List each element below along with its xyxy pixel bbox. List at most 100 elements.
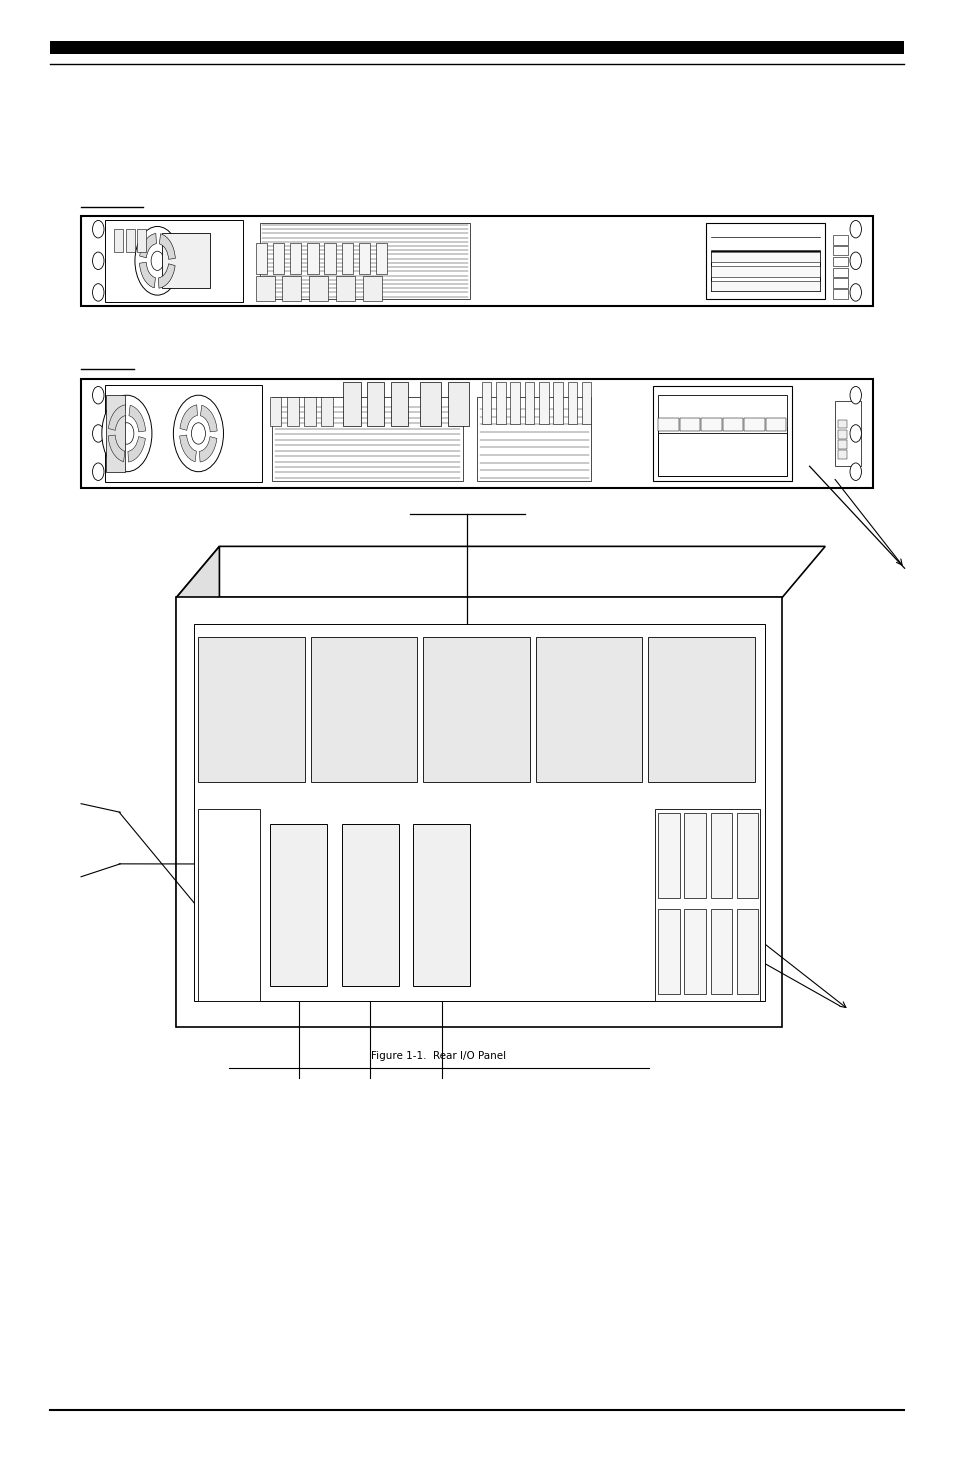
Bar — [106, 395, 125, 472]
Circle shape — [92, 425, 104, 443]
Bar — [653, 386, 791, 481]
Circle shape — [192, 423, 205, 444]
Bar — [683, 813, 705, 898]
Bar — [710, 252, 820, 262]
Bar — [710, 813, 732, 898]
Bar — [496, 382, 505, 424]
Bar — [710, 251, 820, 291]
Circle shape — [92, 284, 104, 302]
Circle shape — [92, 463, 104, 481]
Bar — [553, 382, 562, 424]
Bar — [311, 637, 417, 782]
Bar — [391, 382, 408, 425]
Bar — [282, 277, 301, 302]
Wedge shape — [158, 264, 175, 288]
Bar — [832, 256, 847, 267]
Bar — [710, 909, 732, 994]
Circle shape — [92, 220, 104, 237]
Wedge shape — [179, 436, 196, 462]
Circle shape — [849, 463, 861, 481]
Circle shape — [849, 425, 861, 443]
Bar — [683, 909, 705, 994]
Bar — [535, 637, 641, 782]
Circle shape — [120, 423, 133, 444]
Bar — [832, 246, 847, 255]
Circle shape — [210, 922, 249, 983]
Bar — [837, 420, 846, 428]
Bar — [679, 418, 700, 431]
Bar — [81, 216, 872, 306]
Bar — [272, 398, 462, 481]
Bar — [658, 418, 679, 431]
Circle shape — [102, 395, 152, 472]
Bar — [700, 418, 721, 431]
Circle shape — [92, 252, 104, 270]
Bar — [304, 396, 315, 425]
Circle shape — [849, 220, 861, 237]
Bar — [81, 379, 872, 488]
Bar — [105, 385, 262, 482]
Bar — [832, 268, 847, 277]
Circle shape — [849, 284, 861, 302]
Polygon shape — [176, 546, 824, 597]
Circle shape — [849, 386, 861, 404]
Bar — [198, 637, 305, 782]
Bar — [837, 430, 846, 439]
Bar — [832, 288, 847, 299]
Bar — [105, 220, 243, 302]
Bar — [341, 825, 398, 985]
Bar — [832, 235, 847, 245]
Polygon shape — [176, 546, 219, 1027]
Bar — [658, 909, 679, 994]
Text: Figure 1-1.  Rear I/O Panel: Figure 1-1. Rear I/O Panel — [371, 1050, 506, 1061]
Wedge shape — [128, 437, 145, 462]
Bar — [270, 396, 281, 425]
Bar — [476, 398, 591, 481]
Bar — [524, 382, 534, 424]
Bar — [343, 382, 360, 425]
Bar — [270, 825, 327, 985]
Wedge shape — [159, 233, 175, 259]
Bar — [743, 418, 764, 431]
Bar — [658, 395, 786, 434]
Bar — [413, 825, 470, 985]
Circle shape — [134, 226, 180, 296]
Bar — [309, 277, 328, 302]
Circle shape — [92, 386, 104, 404]
Bar — [198, 809, 260, 1001]
Bar — [658, 427, 786, 476]
Bar — [126, 229, 134, 252]
Bar — [273, 243, 284, 274]
Bar — [737, 909, 758, 994]
Bar — [324, 243, 335, 274]
Bar — [341, 243, 353, 274]
Bar — [705, 223, 824, 299]
Wedge shape — [129, 405, 146, 431]
Bar — [764, 418, 785, 431]
Bar — [538, 382, 548, 424]
Bar — [481, 382, 491, 424]
Bar — [655, 809, 760, 1001]
Bar — [581, 382, 591, 424]
Bar — [834, 401, 861, 466]
Bar — [290, 243, 301, 274]
Bar — [335, 277, 355, 302]
Bar — [837, 450, 846, 459]
Bar — [321, 396, 333, 425]
Circle shape — [151, 251, 164, 271]
Circle shape — [210, 826, 249, 887]
Bar — [162, 233, 210, 288]
Bar — [362, 277, 381, 302]
Wedge shape — [199, 437, 216, 462]
Bar — [837, 440, 846, 449]
Bar — [367, 382, 384, 425]
Wedge shape — [180, 405, 197, 430]
Bar — [375, 243, 387, 274]
Bar — [114, 229, 123, 252]
Bar — [721, 418, 742, 431]
Circle shape — [849, 252, 861, 270]
Bar — [255, 243, 267, 274]
Bar — [307, 243, 318, 274]
Bar — [419, 382, 440, 425]
Bar — [176, 597, 781, 1027]
